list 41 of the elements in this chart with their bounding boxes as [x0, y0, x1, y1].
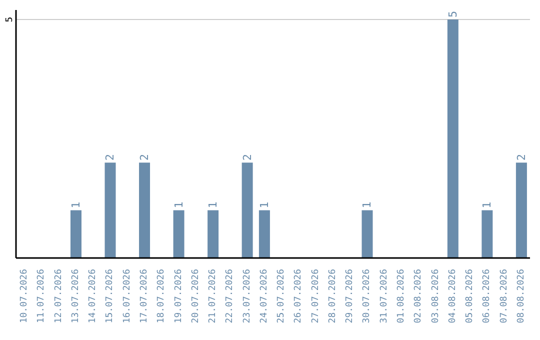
data-label: 2	[104, 154, 117, 161]
x-tick-label: 04.08.2026	[448, 269, 458, 324]
x-tick-label: 17.07.2026	[140, 269, 150, 324]
x-tick-label: 07.08.2026	[499, 269, 510, 324]
x-tick-label: 11.07.2026	[36, 269, 47, 324]
data-label: 1	[206, 202, 220, 208]
x-tick-label: 18.07.2026	[156, 269, 167, 324]
x-tick-label: 23.07.2026	[242, 269, 252, 324]
x-tick-label: 30.07.2026	[362, 269, 372, 324]
data-label: 2	[138, 154, 152, 161]
data-label: 2	[514, 154, 528, 161]
x-tick-label: 27.07.2026	[310, 269, 321, 324]
x-tick-label: 31.07.2026	[379, 269, 390, 324]
x-tick-label: 26.07.2026	[294, 269, 304, 324]
x-tick-label: 20.07.2026	[190, 269, 201, 324]
x-tick-label: 16.07.2026	[122, 269, 132, 324]
x-tick-label: 12.07.2026	[54, 269, 64, 324]
x-tick-label: 14.07.2026	[88, 269, 98, 324]
x-tick-label: 10.07.2026	[20, 269, 30, 324]
x-tick-label: 08.08.2026	[516, 269, 526, 324]
x-tick-label: 01.08.2026	[396, 269, 406, 324]
data-label: 1	[172, 202, 186, 208]
x-tick-label: 15.07.2026	[105, 269, 116, 324]
x-tick-label: 29.07.2026	[345, 269, 356, 324]
data-label: 1	[69, 202, 82, 208]
x-tick-label: 13.07.2026	[70, 269, 81, 324]
x-tick-label: 02.08.2026	[414, 269, 424, 324]
x-tick-label: 06.08.2026	[482, 269, 492, 324]
data-label: 2	[240, 154, 254, 161]
data-label: 1	[360, 202, 374, 208]
data-label: 5	[446, 10, 460, 18]
data-label: 1	[258, 202, 271, 208]
x-tick-label: 24.07.2026	[259, 269, 270, 324]
x-tick-label: 25.07.2026	[276, 269, 287, 324]
x-tick-label: 22.07.2026	[225, 269, 236, 324]
x-tick-label: 19.07.2026	[174, 269, 184, 324]
data-label: 1	[480, 202, 494, 208]
x-tick-label: 28.07.2026	[328, 269, 338, 324]
x-tick-label: 03.08.2026	[430, 269, 441, 324]
x-tick-label: 05.08.2026	[465, 269, 476, 324]
x-tick-label: 21.07.2026	[208, 269, 218, 324]
